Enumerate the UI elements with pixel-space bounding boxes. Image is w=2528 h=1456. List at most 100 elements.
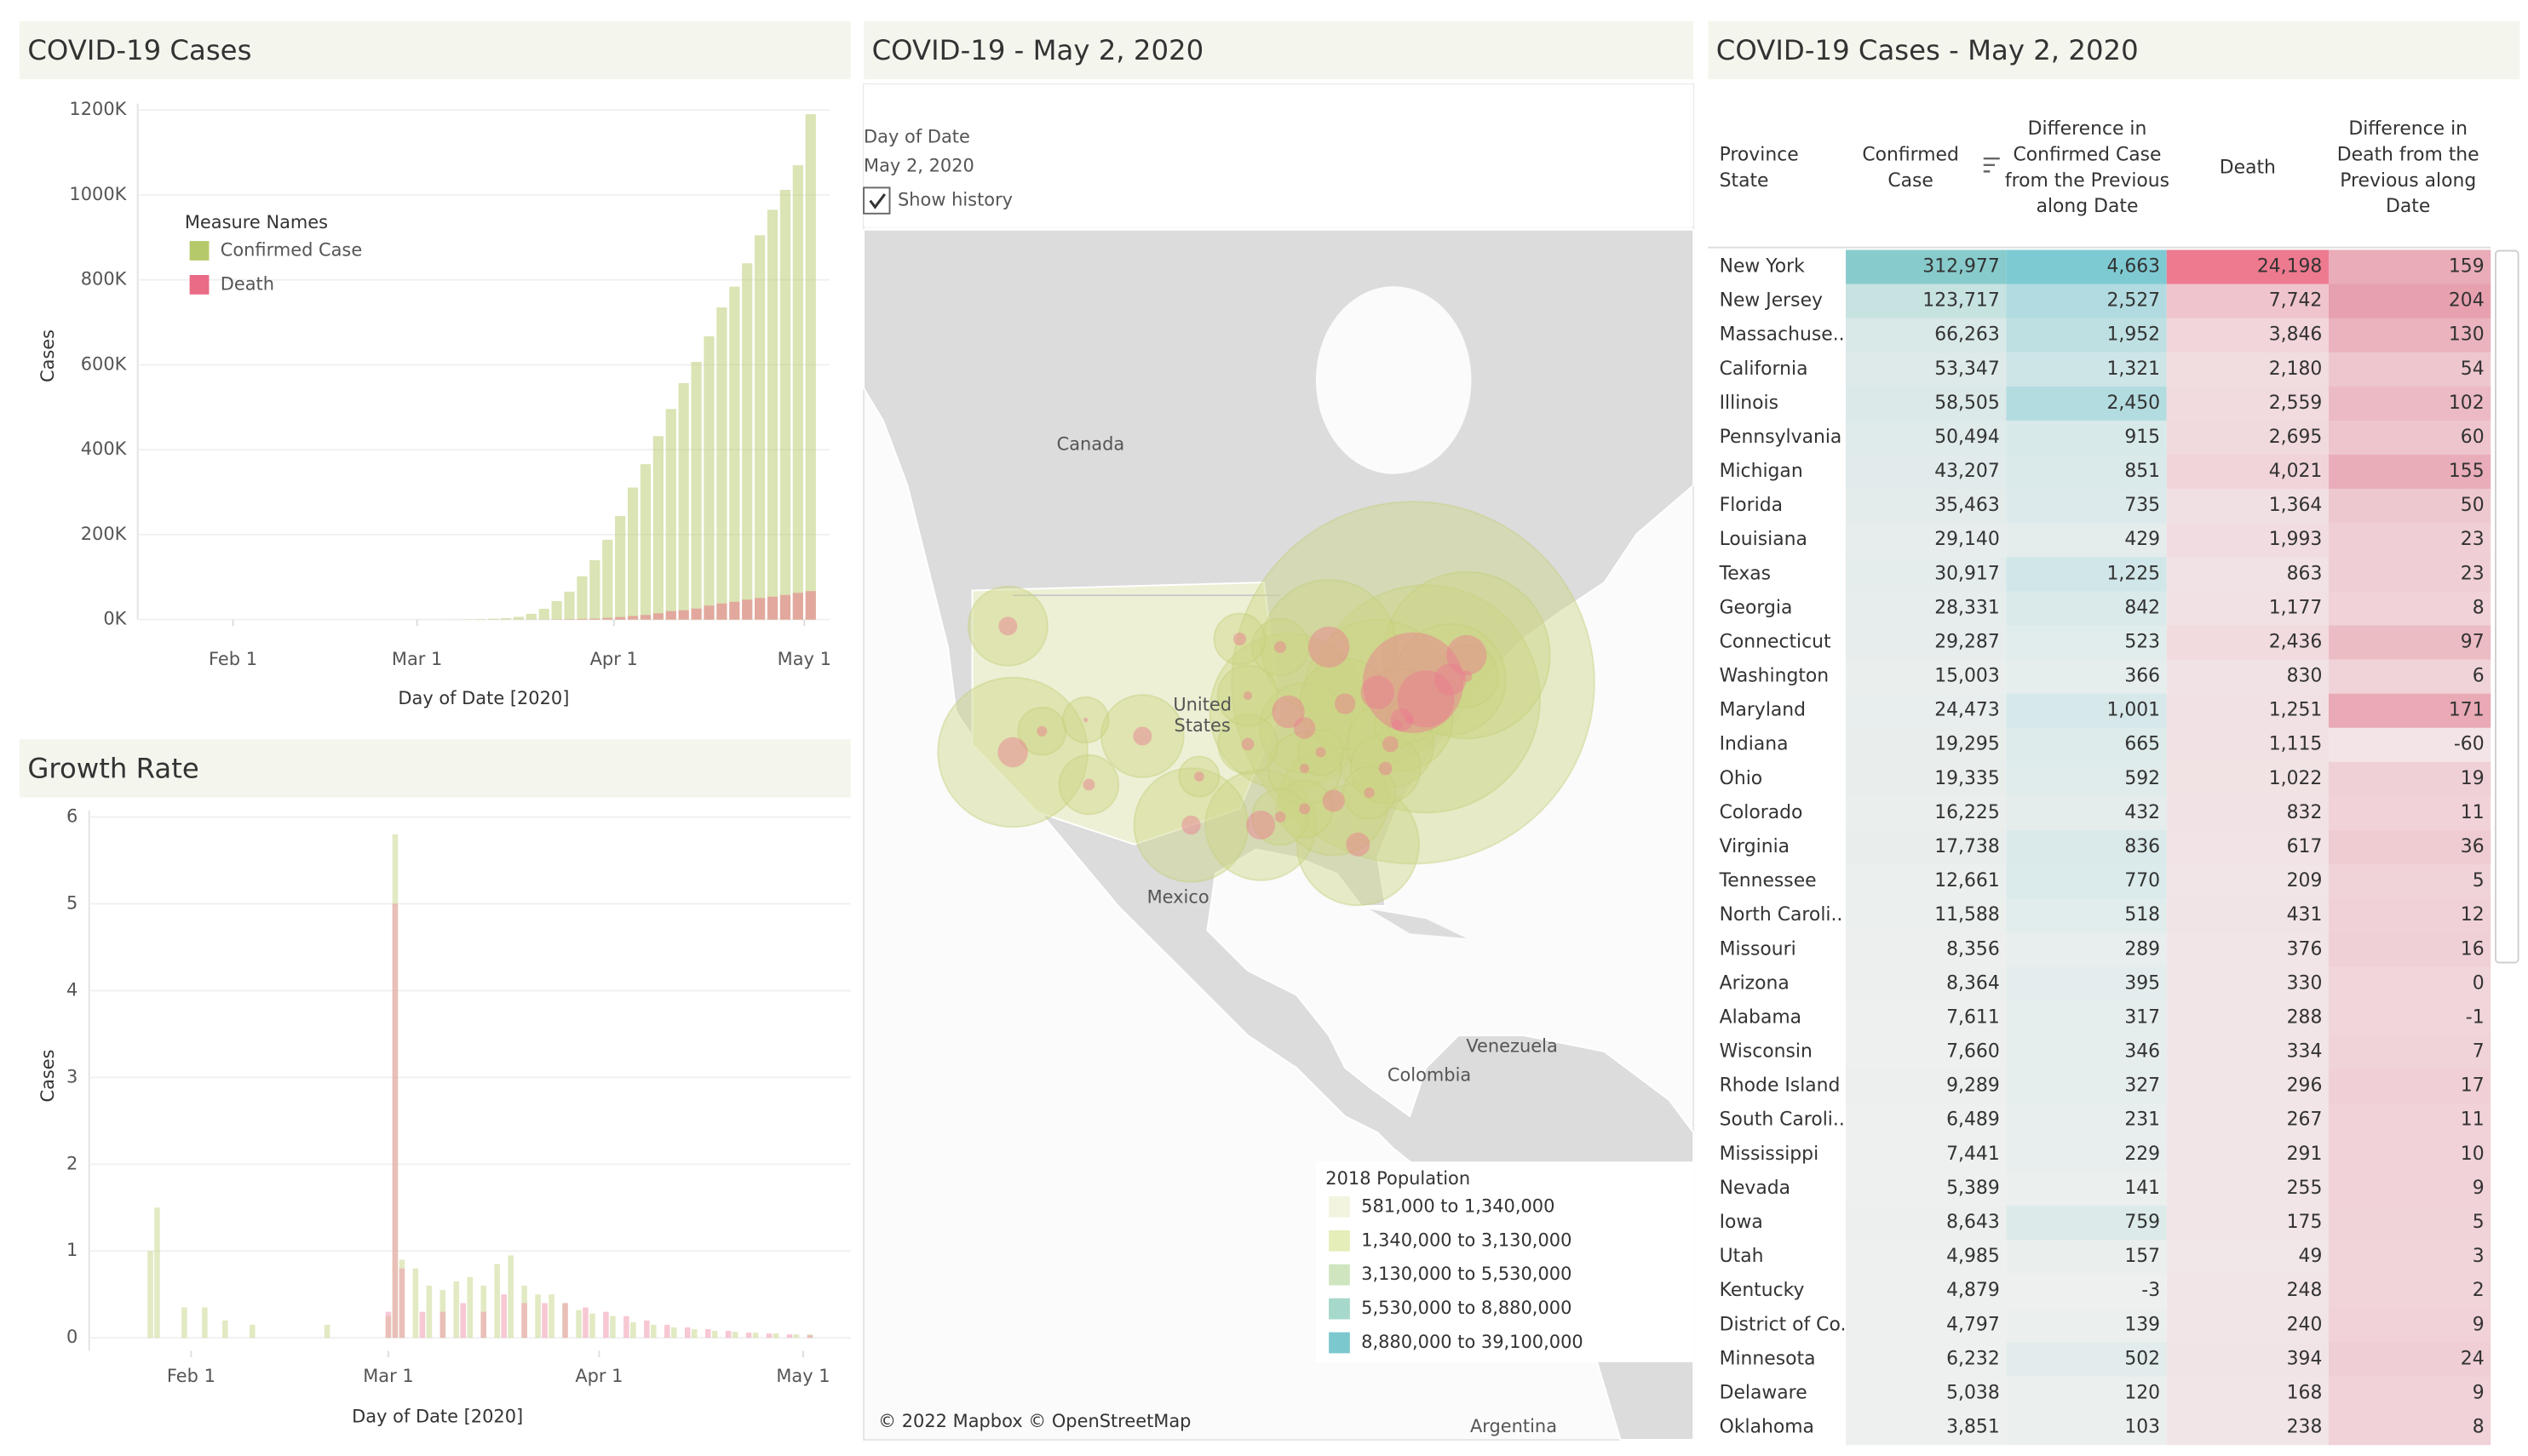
title-bar: [864, 20, 1694, 80]
cell-bg: [1846, 1137, 2007, 1172]
bar: [564, 591, 575, 620]
row-label: Rhode Island: [1720, 1075, 1841, 1097]
cell: 54: [2461, 358, 2485, 380]
show-history-checkbox[interactable]: Show history: [863, 186, 1013, 215]
checkbox-label: Show history: [898, 190, 1013, 210]
column-header: State: [1720, 170, 1769, 192]
bar: [500, 617, 512, 620]
bar: [766, 1333, 773, 1338]
cell: 1,251: [2269, 700, 2323, 721]
case-bubble: [937, 676, 1089, 828]
cell-bg: [2328, 1000, 2491, 1036]
bar: [630, 1321, 636, 1338]
cell: 171: [2449, 700, 2485, 721]
cell-bg: [2166, 249, 2329, 285]
cell-bg: [1846, 659, 2007, 695]
cell: 209: [2287, 870, 2323, 891]
case-bubble: [1100, 694, 1185, 778]
bar: [779, 189, 791, 620]
cell-bg: [2328, 864, 2491, 899]
case-bubble: [1373, 701, 1421, 748]
cell-bg: [1846, 489, 2007, 524]
case-bubble: [1434, 644, 1499, 708]
cell-bg: [2166, 386, 2329, 421]
case-bubble: [1250, 617, 1310, 677]
row-label: District of Co..: [1720, 1314, 1853, 1335]
row-label: Indiana: [1720, 734, 1789, 755]
table-title: COVID-19 Cases - May 2, 2020: [1716, 34, 2139, 66]
bar: [589, 1313, 595, 1338]
y-tick-label: 1000K: [69, 184, 127, 204]
cell: 248: [2287, 1280, 2323, 1301]
map-base: [863, 83, 1695, 1441]
cell: 267: [2287, 1109, 2323, 1131]
case-bubble: [1299, 657, 1391, 750]
bar: [623, 1316, 629, 1338]
cell: 8: [2473, 597, 2485, 618]
cell: 9: [2473, 1382, 2485, 1403]
cell-bg: [2006, 1171, 2167, 1207]
bar: [551, 600, 562, 620]
cell: 15,003: [1934, 666, 2000, 687]
cell-bg: [2328, 1308, 2491, 1343]
cell: 103: [2124, 1417, 2160, 1438]
row-label: Pennsylvania: [1720, 427, 1842, 448]
cell: 24: [2461, 1348, 2485, 1369]
legend-swatch: [1329, 1264, 1350, 1286]
cell: 53,347: [1934, 358, 2000, 380]
cell-bg: [1846, 727, 2007, 763]
legend-title: 2018 Population: [1325, 1168, 1470, 1189]
bar: [440, 1311, 446, 1338]
cell-bg: [2166, 489, 2329, 524]
bar: [610, 1316, 616, 1338]
bar: [767, 596, 779, 620]
sort-icon: [1983, 157, 2000, 173]
row-label: Iowa: [1720, 1212, 1763, 1233]
bar: [729, 601, 740, 620]
case-bubble: [1296, 782, 1420, 907]
cell-bg: [2166, 1308, 2329, 1343]
case-bubble: [1251, 788, 1309, 846]
legend-title: Measure Names: [185, 212, 328, 232]
bar: [147, 1251, 153, 1338]
row-label: Massachuse..: [1720, 324, 1845, 346]
cell-bg: [1846, 1205, 2007, 1241]
bar: [426, 1286, 433, 1338]
death-bubble: [1083, 717, 1089, 723]
death-bubble: [1246, 811, 1276, 840]
y-tick-label: 1200K: [69, 99, 127, 119]
row-label: Oklahoma: [1720, 1417, 1814, 1438]
cell: 592: [2124, 768, 2160, 789]
cell-bg: [1846, 761, 2007, 797]
cell: 4,021: [2269, 461, 2323, 482]
cell: -3: [2141, 1280, 2160, 1301]
cell: 863: [2287, 563, 2323, 584]
cell-bg: [2166, 1103, 2329, 1138]
bar: [691, 608, 702, 620]
cell: 830: [2287, 666, 2323, 687]
filter-value: May 2, 2020: [864, 156, 974, 176]
checkbox[interactable]: [863, 186, 891, 215]
cell-bg: [2006, 1000, 2167, 1036]
x-tick-label: May 1: [778, 649, 831, 669]
legend-swatch: [189, 241, 210, 261]
cell: 168: [2287, 1382, 2323, 1403]
bar: [729, 286, 740, 620]
bar: [154, 1207, 160, 1338]
column-header: Death: [2220, 158, 2276, 179]
row-label: Nevada: [1720, 1178, 1790, 1199]
legend-label: 3,130,000 to 5,530,000: [1361, 1264, 1571, 1284]
bar: [589, 618, 600, 620]
place-label: States: [1175, 715, 1231, 736]
death-bubble: [1392, 719, 1402, 731]
cell-bg: [2166, 1137, 2329, 1172]
death-bubble: [1181, 815, 1201, 835]
cell: 5: [2473, 870, 2485, 891]
bar: [494, 1264, 500, 1338]
death-bubble: [1364, 787, 1375, 799]
cell: 770: [2124, 870, 2160, 891]
death-bubble: [1232, 632, 1247, 646]
case-bubble: [1178, 755, 1221, 798]
death-bubble: [1397, 670, 1455, 728]
bar: [412, 1268, 419, 1338]
